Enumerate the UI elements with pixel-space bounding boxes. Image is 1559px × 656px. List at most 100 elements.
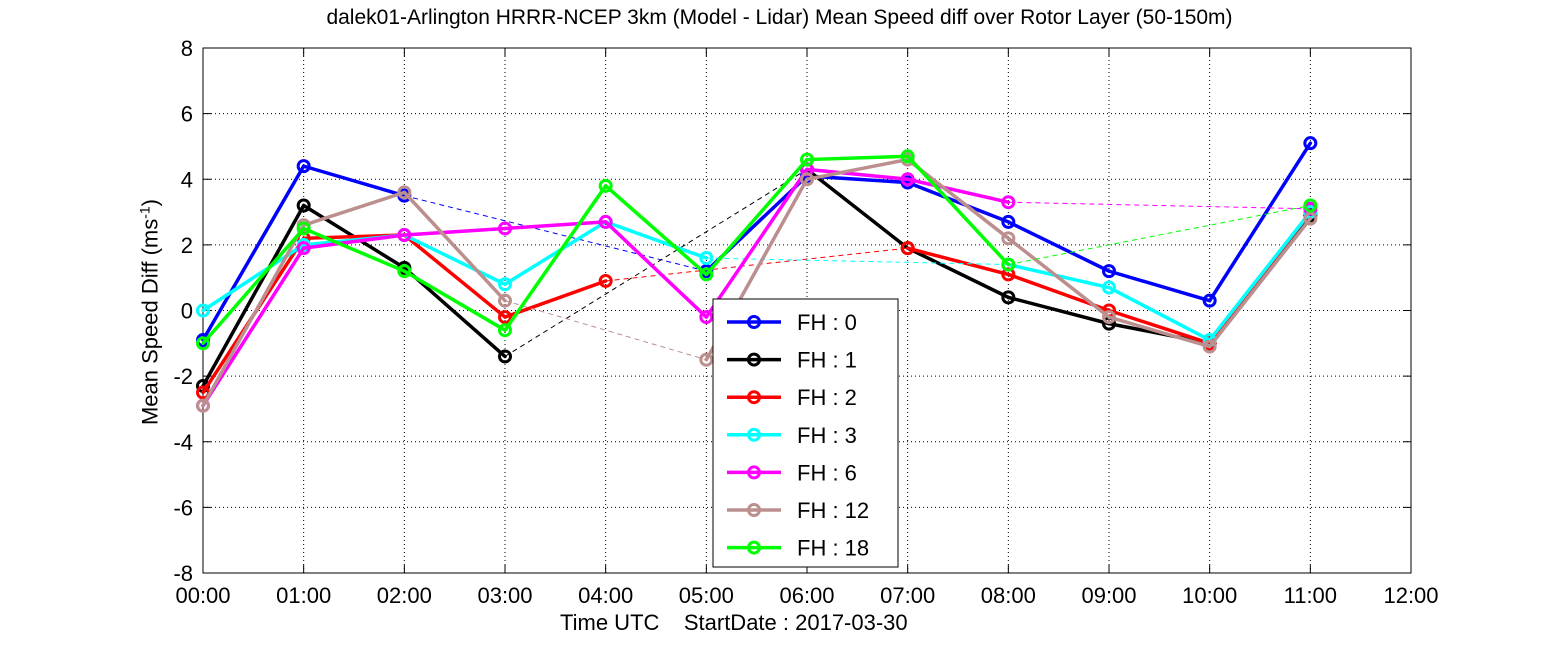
y-tick-label: -2: [173, 364, 193, 389]
series-line-segment: [503, 184, 608, 332]
y-tick-label: -8: [173, 561, 193, 586]
series-line-segment: [402, 190, 507, 303]
series-line-segment: [704, 157, 809, 277]
x-tick-label: 11:00: [1284, 583, 1337, 608]
data-point: [699, 267, 714, 282]
series-line-segment: [402, 233, 507, 286]
y-tick-label: -6: [173, 495, 193, 520]
series-line-segment: [603, 220, 709, 260]
data-point: [1001, 195, 1016, 210]
series-gap-connector: [1008, 205, 1311, 266]
series-line-segment: [603, 184, 709, 277]
data-point: [699, 251, 714, 265]
legend-label: FH : 12: [797, 498, 869, 523]
series-line-segment: [1006, 220, 1111, 273]
y-tick-label: 2: [181, 233, 193, 258]
legend-marker: [747, 465, 761, 480]
data-point: [1303, 198, 1318, 213]
data-point: [1102, 280, 1116, 295]
data-point: [1202, 339, 1217, 354]
legend: FH : 0 FH : 1 FH : 2 FH : 3 FH : 6 FH : 12 FH …: [712, 298, 899, 568]
series-line-segment: [905, 246, 1011, 277]
series-gap-connector: [605, 247, 908, 282]
data-point: [1202, 293, 1217, 308]
series-line-segment: [704, 167, 809, 319]
data-point: [1001, 231, 1016, 246]
series-line-segment: [402, 226, 507, 237]
data-point: [296, 198, 311, 213]
series-gap-connector: [404, 195, 707, 272]
series-line-segment: [301, 233, 407, 250]
data-point: [1102, 310, 1116, 325]
series-line-segment: [1207, 210, 1313, 342]
data-point: [498, 277, 512, 292]
series-line-segment: [905, 246, 1011, 300]
legend-marker: [747, 352, 761, 367]
data-point: [498, 310, 512, 325]
x-tick-label: 08:00: [981, 583, 1036, 608]
series-line-segment: [1107, 285, 1212, 342]
series-line-segment: [805, 167, 910, 250]
x-tick-label: 01:00: [276, 583, 331, 608]
series-line-segment: [201, 246, 306, 408]
series-line-segment: [905, 180, 1011, 224]
series-line-segment: [301, 226, 407, 273]
x-tick-label: 09:00: [1081, 583, 1136, 608]
legend-marker: [747, 390, 761, 405]
series-line-segment: [402, 233, 507, 319]
y-tick-label: 6: [181, 102, 193, 127]
data-point: [900, 241, 915, 256]
series-lines: [196, 136, 1318, 413]
data-point: [1303, 136, 1318, 151]
data-point: [900, 172, 915, 187]
legend-label: FH : 2: [797, 385, 857, 410]
y-tick-label: 8: [181, 36, 193, 61]
x-tick-label: 10:00: [1182, 583, 1237, 608]
x-tick-label: 07:00: [880, 583, 935, 608]
series-line-segment: [603, 220, 709, 319]
series-line-segment: [301, 190, 407, 227]
series-line-segment: [905, 154, 1011, 267]
series-line-segment: [905, 177, 1011, 204]
series-line-segment: [1207, 141, 1313, 303]
data-point: [397, 185, 412, 200]
y-axis-label: Mean Speed Diff (ms-1): [136, 198, 163, 426]
data-point: [397, 228, 412, 243]
x-tick-label: 12:00: [1383, 583, 1438, 608]
data-point: [800, 172, 814, 187]
series-line-segment: [201, 226, 306, 346]
x-tick-label: 03:00: [477, 583, 532, 608]
legend-box: [712, 298, 899, 568]
data-point: [296, 241, 311, 256]
legend-label: FH : 6: [797, 460, 857, 485]
data-point: [196, 398, 210, 413]
chart-title: dalek01-Arlington HRRR-NCEP 3km (Model -…: [326, 6, 1233, 29]
legend-marker: [747, 540, 761, 555]
data-point: [196, 336, 210, 351]
series-line-segment: [201, 164, 306, 342]
series-line-segment: [805, 157, 910, 181]
x-tick-label: 04:00: [578, 583, 633, 608]
y-tick-label: 4: [181, 167, 193, 192]
series-line-segment: [805, 154, 910, 162]
data-point: [800, 152, 814, 167]
data-point: [598, 178, 613, 193]
series-line-segment: [503, 279, 608, 319]
data-point: [1303, 211, 1318, 226]
x-tick-label: 00:00: [175, 583, 230, 608]
x-tick-label: 05:00: [679, 583, 734, 608]
x-tick-label: 06:00: [779, 583, 834, 608]
data-point: [498, 349, 512, 364]
legend-label: FH : 18: [797, 536, 869, 561]
data-point: [1001, 290, 1016, 305]
series-line-segment: [1107, 269, 1212, 303]
data-point: [296, 159, 311, 174]
data-point: [1102, 264, 1116, 279]
data-point: [498, 221, 512, 236]
series-line-segment: [503, 220, 608, 231]
data-point: [498, 293, 512, 308]
data-point: [498, 323, 512, 338]
series-line-segment: [402, 269, 507, 332]
x-tick-label: 02:00: [377, 583, 432, 608]
